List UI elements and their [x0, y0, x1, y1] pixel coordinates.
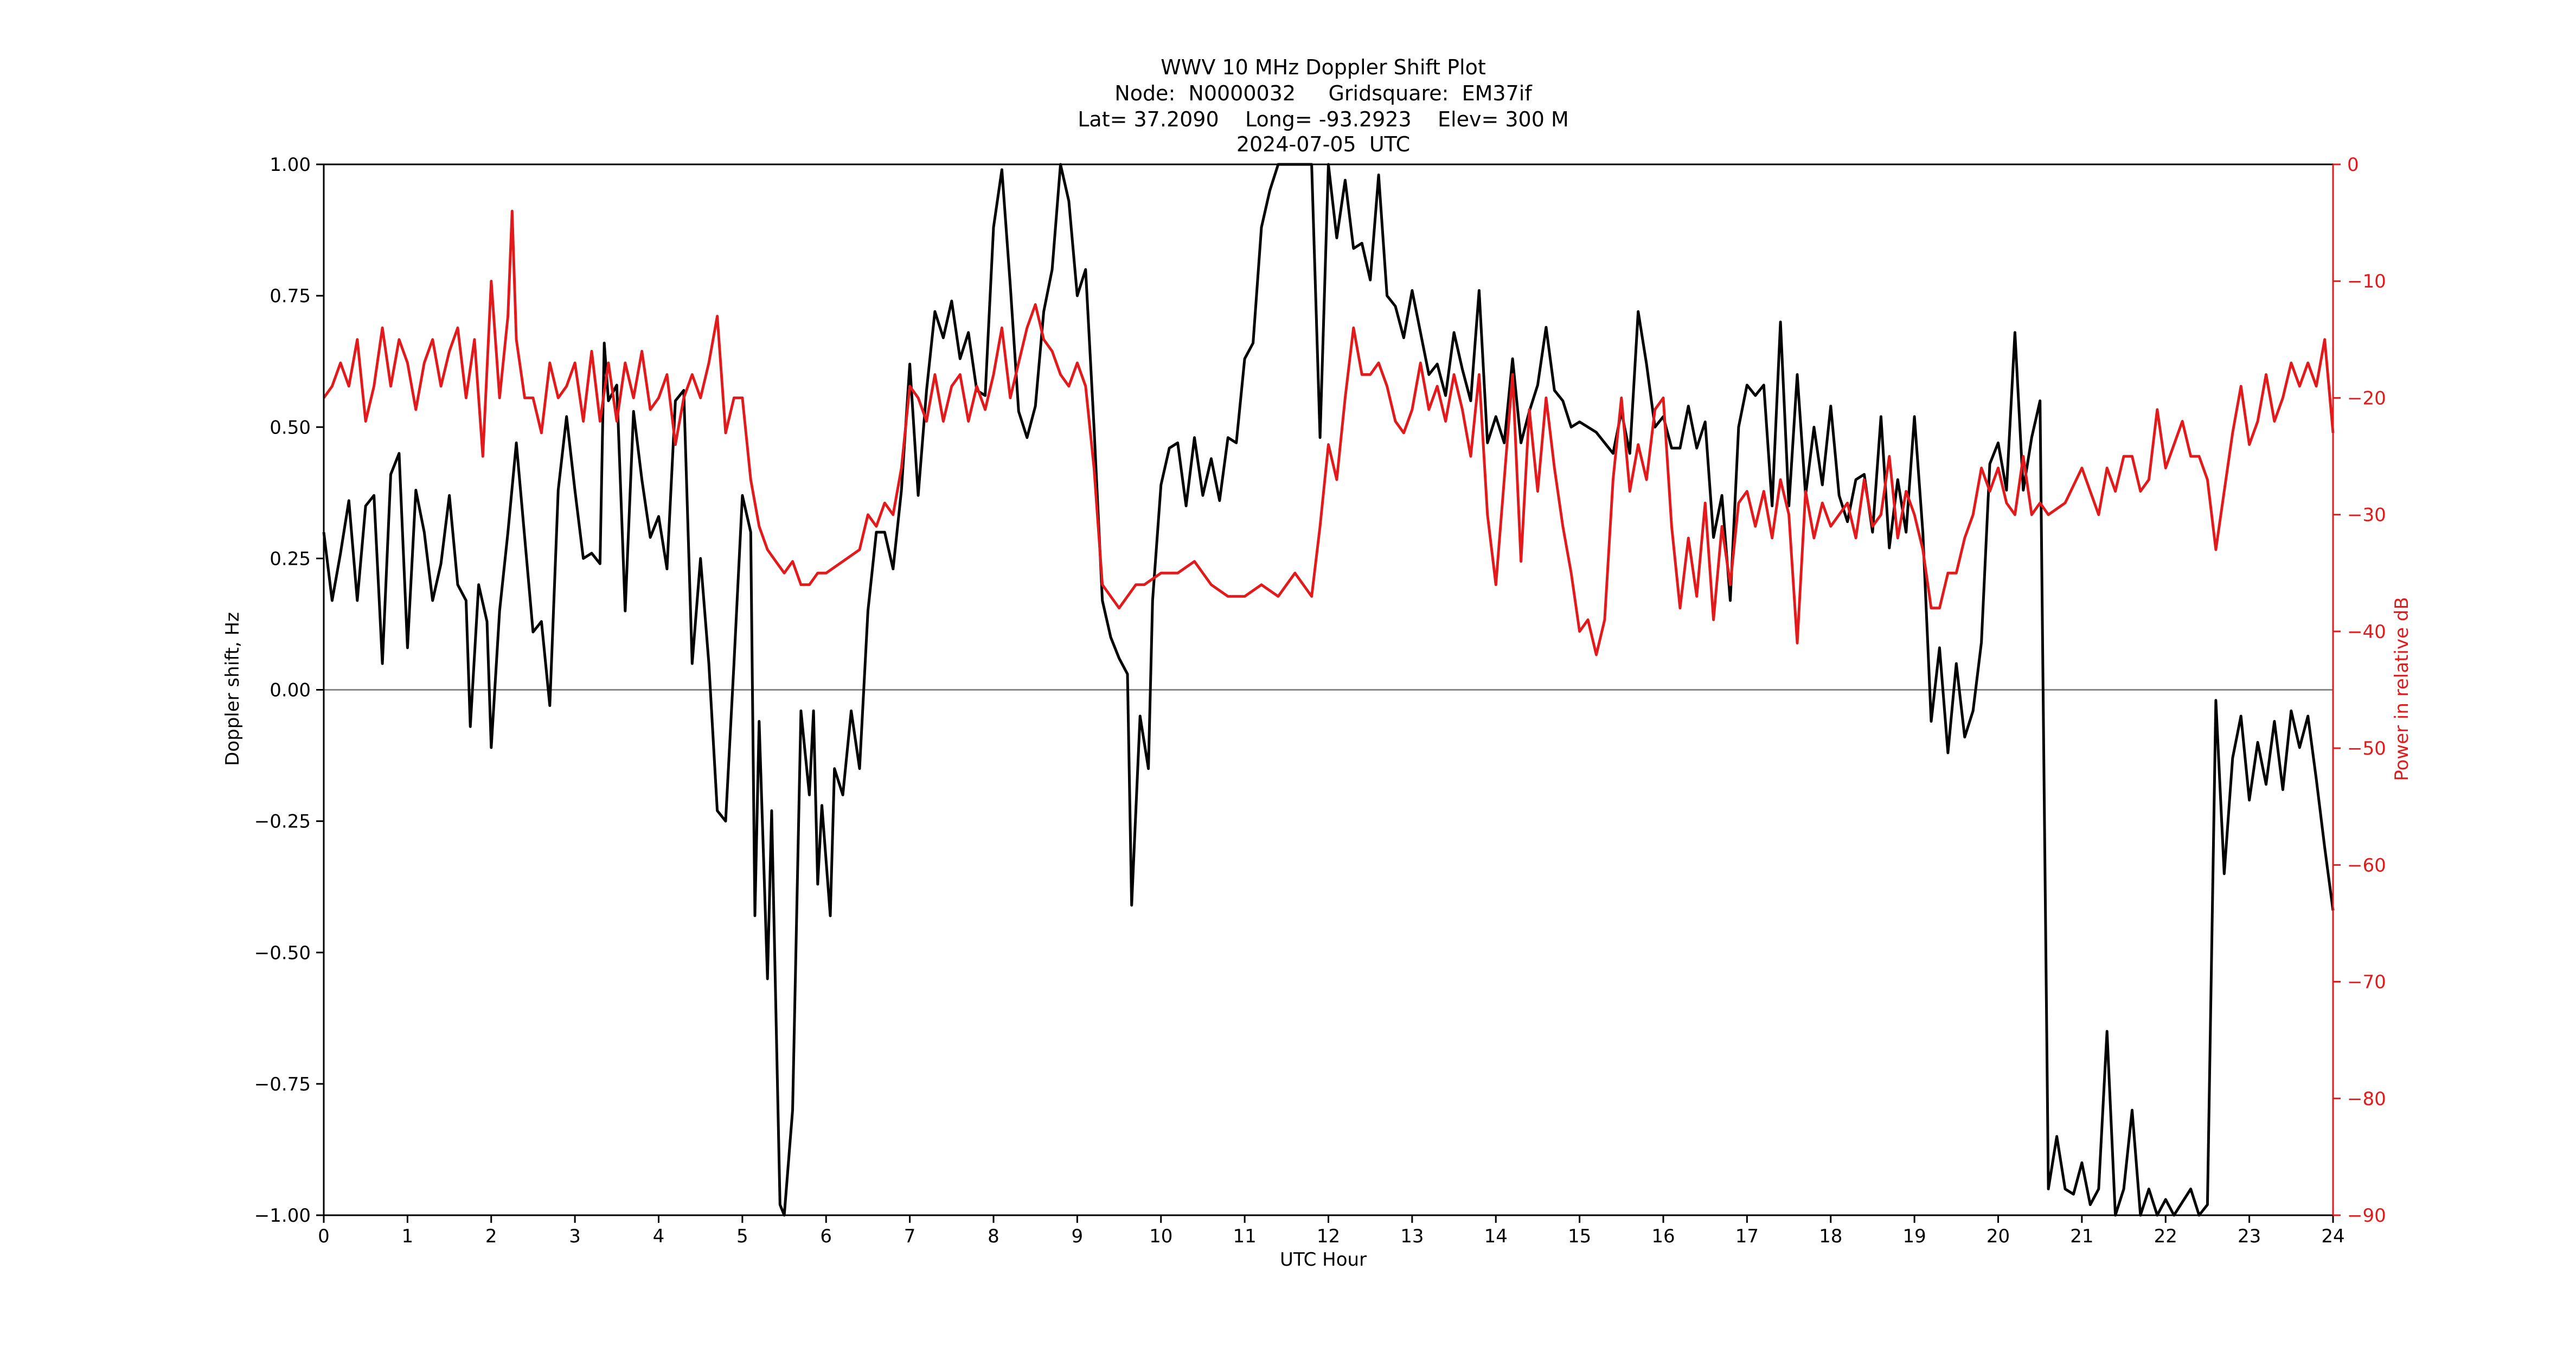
x-tick-label: 18 — [1819, 1226, 1842, 1247]
x-tick-label: 10 — [1149, 1226, 1172, 1247]
chart-subtitle-date: 2024-07-05 UTC — [1236, 132, 1410, 156]
y2-axis-label: Power in relative dB — [2391, 597, 2413, 781]
y-tick-label: −1.00 — [254, 1205, 311, 1227]
x-tick-label: 12 — [1317, 1226, 1340, 1247]
x-tick-label: 24 — [2321, 1226, 2344, 1247]
y2-tick-label: −90 — [2347, 1205, 2386, 1227]
y-tick-label: −0.50 — [254, 942, 311, 964]
x-tick-label: 11 — [1233, 1226, 1256, 1247]
x-axis-label: UTC Hour — [1280, 1249, 1367, 1271]
y-tick-label: 1.00 — [270, 154, 311, 176]
x-tick-label: 13 — [1400, 1226, 1424, 1247]
y2-tick-label: −20 — [2347, 387, 2386, 409]
y-tick-label: −0.75 — [254, 1074, 311, 1095]
y2-tick-label: −70 — [2347, 972, 2386, 993]
x-tick-label: 5 — [736, 1226, 748, 1247]
y2-tick-label: 0 — [2347, 154, 2359, 176]
power-line — [322, 209, 2335, 656]
x-tick-label: 14 — [1484, 1226, 1508, 1247]
y-tick-label: 0.75 — [270, 285, 311, 307]
plot-layer — [322, 163, 2335, 1217]
x-tick-label: 19 — [1902, 1226, 1926, 1247]
x-tick-label: 15 — [1568, 1226, 1591, 1247]
x-tick-label: 17 — [1735, 1226, 1759, 1247]
y-tick-label: 0.00 — [270, 680, 311, 701]
y-tick-label: 0.25 — [270, 548, 311, 570]
y2-tick-label: −40 — [2347, 621, 2386, 643]
y-axis-label: Doppler shift, Hz — [222, 612, 243, 766]
x-tick-label: 0 — [318, 1226, 330, 1247]
y-tick-label: −0.25 — [254, 811, 311, 833]
x-tick-label: 21 — [2070, 1226, 2093, 1247]
x-tick-label: 8 — [988, 1226, 999, 1247]
x-tick-label: 3 — [569, 1226, 581, 1247]
axes-layer: 0 1 2 3 4 5 6 7 8 9 10 11 12 13 14 15 16 17 18 19 20 21 22 23 24… — [254, 154, 2386, 1247]
x-tick-label: 6 — [820, 1226, 832, 1247]
chart-subtitle-node: Node: N0000032 Gridsquare: EM37if — [1114, 81, 1533, 105]
y2-tick-label: −10 — [2347, 271, 2386, 292]
title-group: WWV 10 MHz Doppler Shift Plot Node: N000… — [1078, 55, 1569, 156]
y-tick-label: 0.50 — [270, 417, 311, 438]
x-tick-label: 4 — [653, 1226, 665, 1247]
x-tick-label: 23 — [2238, 1226, 2261, 1247]
doppler-shift-line — [322, 163, 2335, 1217]
x-tick-label: 22 — [2154, 1226, 2177, 1247]
chart-title: WWV 10 MHz Doppler Shift Plot — [1161, 55, 1486, 79]
chart-subtitle-location: Lat= 37.2090 Long= -93.2923 Elev= 300 M — [1078, 107, 1569, 131]
x-tick-label: 2 — [485, 1226, 497, 1247]
y2-tick-label: −80 — [2347, 1088, 2386, 1110]
x-tick-label: 20 — [1987, 1226, 2010, 1247]
y2-tick-label: −30 — [2347, 505, 2386, 526]
x-tick-label: 9 — [1072, 1226, 1084, 1247]
x-tick-label: 1 — [402, 1226, 414, 1247]
y2-tick-label: −50 — [2347, 738, 2386, 760]
x-tick-label: 16 — [1651, 1226, 1675, 1247]
x-tick-label: 7 — [904, 1226, 916, 1247]
y2-tick-label: −60 — [2347, 854, 2386, 876]
